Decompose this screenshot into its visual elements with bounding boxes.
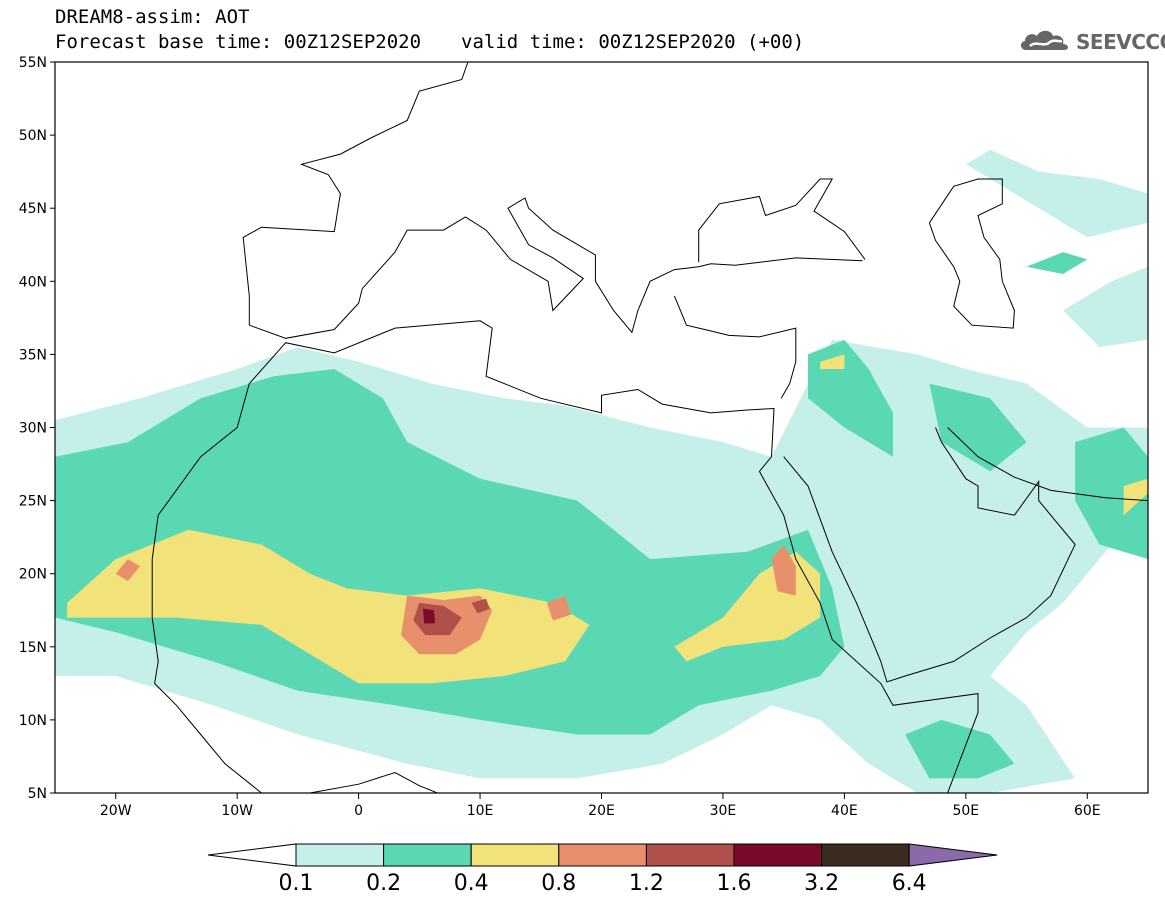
colorbar-segment (821, 843, 910, 867)
aot-contour-level-0.1 (1063, 266, 1148, 348)
chart-title: DREAM8-assim: AOT (55, 6, 250, 28)
aot-contour-level-0.1 (965, 149, 1148, 238)
x-tick-label: 20W (100, 803, 132, 819)
colorbar-label: 1.2 (629, 871, 664, 896)
coastline-iran-coast (947, 427, 1148, 502)
y-tick-label: 35N (19, 347, 47, 363)
colorbar-segment (470, 843, 560, 867)
aot-contour-level-1.6 (423, 608, 436, 624)
aot-contour-level-0.4 (1123, 478, 1148, 516)
cloud-logo-icon (1018, 26, 1072, 58)
logo-text: SEEVCCC (1076, 30, 1165, 54)
valid-time: valid time: 00Z12SEP2020 (+00) (461, 31, 805, 53)
colorbar: 0.1 0.2 0.4 0.8 1.2 1.6 3.2 6.4 (207, 843, 998, 896)
aot-contour-level-0.2 (905, 719, 1015, 779)
x-tick-label: 40E (831, 803, 858, 819)
aot-contour-level-1.2 (471, 598, 490, 614)
x-tick-label: 0 (354, 803, 363, 819)
coastline-red-sea-east (783, 427, 1076, 683)
colorbar-segment (558, 843, 647, 867)
y-tick-label: 10N (19, 713, 47, 729)
colorbar-label: 0.1 (279, 871, 314, 896)
colorbar-label: 0.4 (454, 871, 489, 896)
x-tick-label: 30E (710, 803, 737, 819)
y-tick-label: 50N (19, 128, 47, 144)
longitude-axis: 20W 10W 0 10E 20E 30E 40E 50E 60E (100, 793, 1101, 819)
time-info: Forecast base time: 00Z12SEP2020 valid ti… (55, 31, 804, 53)
x-tick-label: 20E (588, 803, 615, 819)
y-tick-label: 5N (28, 786, 47, 802)
seevccc-logo: SEEVCCC (1018, 26, 1165, 58)
aot-contour-level-0.8 (546, 595, 572, 621)
coastline-africa-coast (151, 320, 979, 793)
x-tick-label: 60E (1074, 803, 1101, 819)
coastline-caspian (928, 178, 1015, 329)
y-tick-label: 30N (19, 421, 47, 437)
y-tick-label: 45N (19, 201, 47, 217)
aot-contour-level-0.8 (115, 559, 140, 581)
colorbar-label: 0.2 (366, 871, 401, 896)
aot-contour-level-0.8 (771, 544, 796, 596)
colorbar-segment (295, 843, 385, 867)
y-tick-label: 25N (19, 494, 47, 510)
coastline-guinea-coast (261, 771, 474, 793)
x-tick-label: 10W (221, 803, 253, 819)
aot-contour-level-0.2 (1075, 427, 1148, 560)
colorbar-label: 0.8 (541, 871, 576, 896)
colorbar-segment (733, 843, 823, 867)
coastline-turkey-south (673, 295, 797, 399)
colorbar-label: 6.4 (892, 871, 927, 896)
aot-contour-level-0.2 (1026, 252, 1088, 274)
x-tick-label: 10E (467, 803, 494, 819)
y-tick-label: 20N (19, 567, 47, 583)
colorbar-high-triangle (908, 843, 998, 867)
colorbar-segment (645, 843, 735, 867)
coastline-africa-westcoast (151, 559, 262, 793)
y-tick-label: 15N (19, 640, 47, 656)
coastline-mediterranean-north (242, 62, 469, 326)
forecast-base-time: Forecast base time: 00Z12SEP2020 (55, 31, 422, 53)
x-tick-label: 50E (952, 803, 979, 819)
y-tick-label: 55N (19, 55, 47, 71)
y-tick-label: 40N (19, 274, 47, 290)
colorbar-label: 1.6 (717, 871, 752, 896)
coastlines (151, 62, 1148, 793)
colorbar-segment (383, 843, 472, 867)
aot-contour-level-0.2 (55, 369, 845, 735)
aot-contour-level-0.4 (820, 354, 845, 369)
coastline-black-sea (698, 178, 866, 263)
colorbar-label: 3.2 (804, 871, 839, 896)
latitude-axis: 55N 50N 45N 40N 35N 30N 25N 20N 15N 10N 5N (19, 55, 55, 802)
coastline-iberia-south (249, 197, 863, 339)
aot-contours (55, 149, 1148, 793)
aot-contour-level-0.2 (808, 339, 893, 457)
aot-contour-level-0.2 (929, 383, 1027, 472)
colorbar-low-triangle (207, 843, 297, 867)
